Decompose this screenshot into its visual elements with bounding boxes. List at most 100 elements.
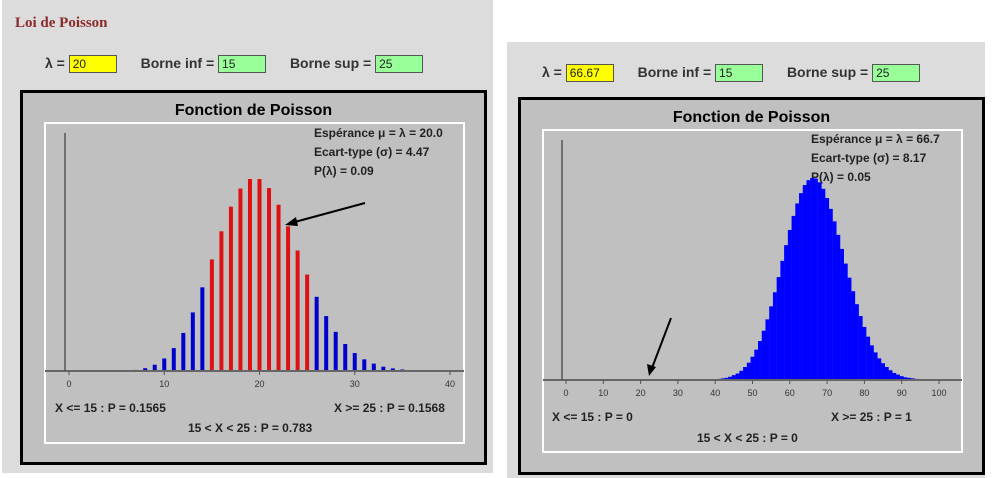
bar-x-71 [828, 208, 833, 380]
bar-x-20 [257, 179, 262, 371]
chart-title: Fonction de Poisson [174, 102, 333, 119]
bar-x-68 [817, 182, 822, 380]
arrow-head [285, 217, 298, 226]
lambda-label: λ = [542, 64, 562, 80]
p-high-text: X >= 25 : P = 0.1568 [334, 401, 445, 415]
tick-label-40: 40 [445, 379, 455, 389]
bar-x-69 [821, 188, 826, 380]
bar-x-54 [765, 319, 770, 380]
borne-inf-input[interactable] [218, 55, 267, 74]
borne-inf-label: Borne inf = [140, 55, 215, 71]
bar-x-76 [847, 277, 852, 380]
bar-x-53 [761, 330, 766, 380]
tick-label-70: 70 [822, 388, 832, 398]
bar-x-62 [795, 203, 800, 380]
bar-x-81 [866, 336, 871, 380]
bar-x-83 [873, 352, 878, 380]
bar-x-88 [892, 372, 897, 380]
p-mid-text: 15 < X < 25 : P = 0.783 [188, 421, 313, 435]
bar-x-10 [162, 358, 167, 371]
bar-x-26 [314, 296, 319, 371]
borne-sup-label: Borne sup = [786, 64, 869, 80]
x-ticks: 0 10 20 30 40 [66, 371, 455, 389]
bar-x-49 [746, 362, 751, 380]
bar-x-18 [238, 188, 243, 371]
arrow-line [651, 317, 672, 369]
bar-x-11 [171, 348, 176, 371]
bar-x-75 [843, 263, 848, 380]
borne-sup-input[interactable] [375, 55, 424, 74]
lambda-input[interactable] [68, 55, 117, 74]
bar-x-77 [851, 291, 856, 380]
bar-x-79 [858, 316, 863, 380]
bar-x-27 [324, 316, 329, 371]
bar-x-17 [228, 206, 233, 371]
bar-x-59 [784, 245, 789, 380]
bar-x-61 [791, 215, 796, 380]
lambda-label: λ = [45, 55, 65, 71]
bar-x-85 [881, 363, 885, 380]
borne-sup-label: Borne sup = [289, 55, 372, 71]
borne-inf-label: Borne inf = [637, 64, 712, 80]
tick-label-60: 60 [785, 388, 795, 398]
bar-x-87 [888, 370, 893, 380]
tick-label-30: 30 [673, 388, 683, 398]
bar-x-67 [813, 178, 818, 380]
right-poisson-chart: Espérance μ = λ = 66.7 Ecart-type (σ) = … [542, 129, 963, 453]
bar-x-33 [381, 366, 386, 371]
tick-label-90: 90 [897, 388, 907, 398]
tick-label-40: 40 [710, 388, 720, 398]
borne-inf-input[interactable] [715, 64, 764, 83]
p-lambda-text: P(λ) = 0.05 [811, 170, 871, 184]
bar-x-47 [739, 370, 744, 380]
tick-label-20: 20 [254, 379, 264, 389]
plot-area [542, 129, 963, 453]
bar-x-90 [899, 376, 904, 380]
bar-x-78 [854, 304, 859, 380]
bar-x-56 [772, 292, 777, 380]
bar-x-65 [806, 180, 811, 380]
bars-group [114, 179, 443, 371]
esperance-text: Espérance μ = λ = 20.0 [314, 126, 443, 140]
tick-label-0: 0 [66, 379, 71, 389]
left-calculator-panel: Loi de Poisson λ = Borne inf = Borne sup… [2, 0, 493, 473]
ecart-type-text: Ecart-type (σ) = 4.47 [314, 145, 430, 159]
bar-x-28 [333, 331, 338, 371]
right-chart-frame: Fonction de Poisson Espérance μ = λ = 66… [518, 97, 985, 475]
esperance-text: Espérance μ = λ = 66.7 [811, 132, 940, 146]
bar-x-31 [362, 359, 367, 371]
bar-x-12 [181, 332, 186, 371]
bar-x-9 [152, 364, 157, 371]
bar-x-8 [143, 368, 148, 371]
bar-x-23 [286, 226, 291, 371]
page-title: Loi de Poisson [15, 15, 108, 31]
p-low-text: X <= 15 : P = 0.1565 [55, 401, 166, 415]
tick-label-0: 0 [563, 388, 568, 398]
bar-x-44 [728, 376, 733, 380]
bar-x-58 [780, 260, 785, 380]
bar-x-52 [758, 341, 762, 380]
p-low-text: X <= 15 : P = 0 [552, 410, 633, 424]
arrow-head [647, 364, 656, 376]
bar-x-25 [305, 274, 310, 371]
bar-x-45 [731, 375, 736, 380]
p-lambda-text: P(λ) = 0.09 [314, 164, 374, 178]
x-ticks: 0 10 20 30 40 50 60 70 80 90 100 [563, 380, 947, 398]
borne-sup-input[interactable] [872, 64, 921, 83]
left-parameter-row: λ = Borne inf = Borne sup = [45, 55, 424, 74]
bar-x-32 [371, 363, 376, 371]
arrow-line [290, 202, 366, 224]
bar-x-46 [735, 373, 740, 380]
tick-label-10: 10 [159, 379, 169, 389]
bar-x-21 [267, 188, 272, 371]
bar-x-51 [754, 349, 759, 380]
ecart-type-text: Ecart-type (σ) = 8.17 [811, 151, 927, 165]
lambda-input[interactable] [565, 64, 614, 83]
bar-x-48 [743, 367, 747, 380]
bar-x-80 [862, 326, 867, 380]
bar-x-24 [295, 250, 300, 371]
tick-label-100: 100 [931, 388, 946, 398]
bar-x-13 [190, 312, 195, 371]
bar-x-64 [802, 185, 807, 380]
bars-group [713, 178, 930, 380]
